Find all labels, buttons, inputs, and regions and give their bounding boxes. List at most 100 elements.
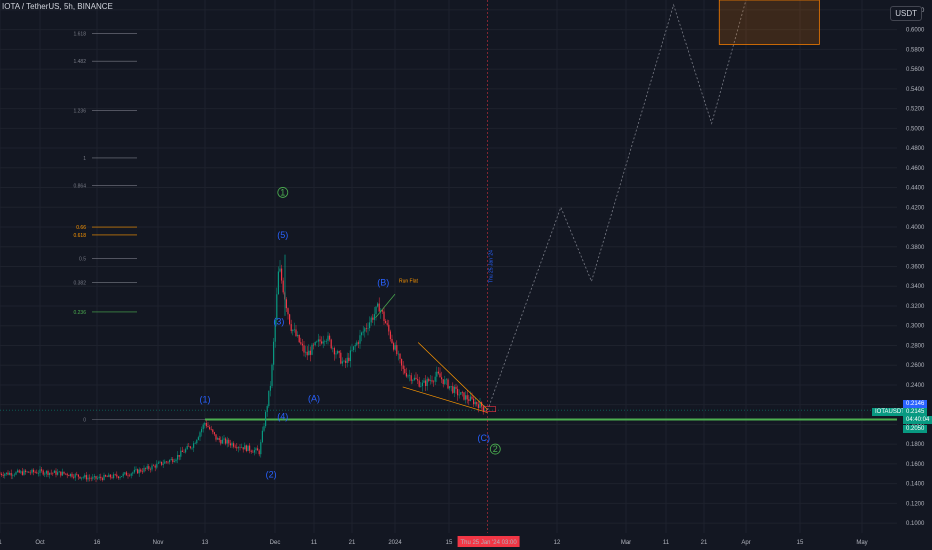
candle-body — [205, 423, 207, 427]
candle-body — [372, 317, 374, 320]
candle-body — [428, 378, 430, 381]
currency-unit-button[interactable]: USDT — [890, 6, 922, 21]
candle-body — [9, 472, 11, 475]
candle-body — [410, 375, 412, 381]
pattern-trendline — [375, 293, 396, 319]
candle-body — [58, 471, 60, 473]
candle-body — [17, 470, 19, 473]
candle-body — [471, 396, 473, 399]
candle-body — [202, 424, 204, 430]
candle-body — [220, 440, 222, 444]
candle-body — [346, 357, 348, 363]
candle-body — [354, 345, 356, 347]
candle-body — [50, 472, 52, 474]
candle-body — [373, 314, 375, 320]
y-tick-label: 0.5800 — [906, 47, 925, 53]
candle-body — [20, 471, 22, 473]
candle-body — [396, 345, 398, 355]
candle-body — [465, 395, 467, 400]
candle-body — [228, 439, 230, 444]
x-tick-label: 15 — [446, 540, 453, 546]
candle-body — [468, 399, 470, 401]
candle-body — [173, 461, 175, 463]
symbol-badge: IOTAUSDT — [872, 408, 908, 416]
candle-body — [89, 477, 91, 479]
y-axis-panel[interactable] — [897, 0, 932, 550]
candle-body — [218, 438, 220, 441]
candle-body — [381, 310, 383, 312]
candle-body — [169, 460, 171, 463]
pattern-trendline — [417, 342, 488, 410]
candle-body — [101, 478, 103, 480]
candle-body — [189, 446, 191, 448]
y-tick-label: 0.5600 — [906, 67, 925, 73]
candle-body — [425, 380, 427, 386]
candle-body — [98, 476, 100, 478]
fib-label: 0 — [83, 417, 86, 423]
y-tick-label: 0.2800 — [906, 343, 925, 349]
candle-body — [145, 467, 147, 469]
x-tick-label: Apr — [741, 540, 750, 546]
y-tick-label: 0.4200 — [906, 205, 925, 211]
candle-body — [418, 380, 420, 387]
candle-body — [217, 438, 219, 440]
candle-body — [207, 426, 209, 428]
vertical-date-note: Thu 25 Jan '24 — [489, 250, 495, 283]
fib-label: 0.618 — [73, 233, 86, 239]
candle-body — [441, 377, 443, 380]
candle-body — [79, 476, 81, 479]
fib-levels: 1.618 1.482 1.236 1 0.864 0.66 0.618 0.5 0.382 0.… — [73, 32, 205, 423]
y-tick-label: 0.4800 — [906, 146, 925, 152]
y-tick-label: 0.5200 — [906, 107, 925, 113]
candle-body — [151, 465, 153, 470]
candle-body — [92, 477, 94, 479]
candle-body — [97, 477, 99, 479]
y-tick-label: 0.1400 — [906, 482, 925, 488]
candle-body — [135, 469, 137, 470]
candle-body — [279, 268, 281, 272]
candle-body — [455, 386, 457, 389]
candle-body — [34, 472, 36, 473]
fib-label: 0.864 — [73, 184, 86, 190]
y-axis[interactable]: 0.10000.12000.14000.16000.18000.20000.22… — [897, 0, 932, 550]
candle-body — [362, 331, 364, 333]
candle-body — [87, 477, 89, 480]
candle-body — [74, 474, 76, 478]
y-tick-label: 0.1600 — [906, 462, 925, 468]
candle-body — [45, 471, 47, 474]
candle-body — [452, 386, 454, 393]
candle-body — [73, 476, 75, 478]
candle-body — [377, 303, 379, 307]
x-tick-label: 21 — [701, 540, 708, 546]
x-tick-label: 1 — [0, 540, 2, 546]
candle-body — [423, 380, 425, 383]
candle-body — [287, 308, 289, 315]
candle-body — [281, 268, 283, 281]
candle-body — [261, 430, 263, 443]
candle-body — [407, 375, 409, 377]
candle-body — [335, 353, 337, 355]
target-zone — [718, 0, 820, 45]
x-axis[interactable]: 1 Oct 16 Nov 13 Dec 11 21 2024 15 12 Mar 11 21 Apr 15 Ma… — [0, 533, 932, 550]
candle-body — [397, 353, 399, 355]
chart-title: IOTA / TetherUS, 5h, BINANCE — [2, 2, 113, 11]
candle-body — [82, 477, 84, 478]
candle-body — [85, 475, 87, 480]
candle-body — [383, 311, 385, 321]
x-tick-label: 2024 — [388, 540, 402, 546]
candle-body — [412, 380, 414, 381]
candle-body — [68, 475, 70, 477]
candle-body — [234, 446, 236, 448]
candle-body — [349, 350, 351, 362]
candle-body — [277, 271, 279, 295]
candle-body — [149, 468, 151, 470]
candle-body — [241, 447, 243, 448]
candle-body — [165, 461, 167, 463]
candle-body — [357, 342, 359, 344]
candle-body — [276, 294, 278, 320]
candle-body — [225, 438, 227, 444]
candle-body — [317, 339, 319, 342]
y-tick-label: 0.3600 — [906, 265, 925, 271]
